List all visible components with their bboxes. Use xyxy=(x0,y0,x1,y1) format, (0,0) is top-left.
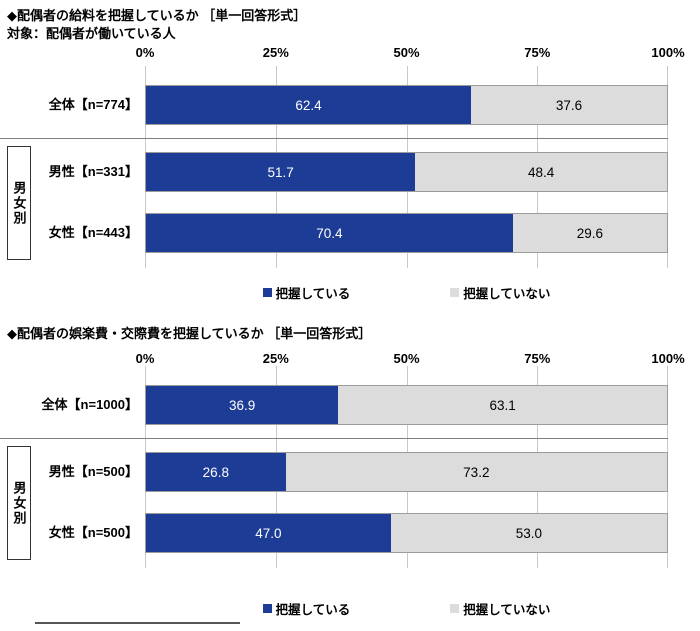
bar-value-no: 63.1 xyxy=(489,397,516,413)
legend: 把握している 把握していない xyxy=(145,283,668,302)
gender-group-box: 男女別 xyxy=(7,446,31,560)
legend-swatch-no xyxy=(450,604,460,613)
bar-value-yes: 36.9 xyxy=(228,397,256,413)
bar-row-female: 70.4 29.6 xyxy=(145,213,668,253)
legend-item-no: 把握していない xyxy=(450,599,550,618)
row-label-male: 男性【n=500】 xyxy=(48,464,138,479)
x-tick-75: 75% xyxy=(524,351,551,366)
bar-value-no: 29.6 xyxy=(576,225,604,241)
x-tick-50: 50% xyxy=(393,45,420,60)
row-label-female: 女性【n=500】 xyxy=(48,525,138,540)
bar-segment-no: 29.6 xyxy=(512,214,667,252)
bar-row-total: 36.9 63.1 xyxy=(145,385,668,425)
bar-segment-yes: 70.4 xyxy=(146,214,513,252)
legend-swatch-yes xyxy=(262,604,272,613)
bar-segment-yes: 47.0 xyxy=(146,514,391,552)
legend: 把握している 把握していない xyxy=(145,599,668,618)
legend-swatch-yes xyxy=(262,288,272,297)
bar-value-yes: 26.8 xyxy=(202,464,229,480)
legend-label-no: 把握していない xyxy=(463,603,551,617)
x-tick-25: 25% xyxy=(262,351,289,366)
total-breakdown-divider xyxy=(0,138,668,139)
bar-value-yes: 51.7 xyxy=(267,164,294,180)
bar-value-yes: 62.4 xyxy=(295,97,322,113)
legend-item-no: 把握していない xyxy=(450,283,550,302)
x-tick-0: 0% xyxy=(135,351,155,366)
row-label-female: 女性【n=443】 xyxy=(48,225,138,240)
bar-value-yes: 70.4 xyxy=(316,225,343,241)
gender-group-label: 男女別 xyxy=(11,180,27,226)
bar-value-no: 37.6 xyxy=(555,97,583,113)
total-breakdown-divider xyxy=(0,438,668,439)
row-label-total: 全体【n=1000】 xyxy=(41,397,138,412)
bar-row-male: 26.8 73.2 xyxy=(145,452,668,492)
legend-label-no: 把握していない xyxy=(463,287,551,301)
gender-group-box: 男女別 xyxy=(7,146,31,260)
chart-subtitle: 対象：配偶者が働いている人 xyxy=(7,26,176,41)
legend-label-yes: 把握している xyxy=(275,287,351,301)
legend-item-yes: 把握している xyxy=(262,283,351,302)
gender-group-label: 男女別 xyxy=(11,480,27,526)
x-axis: 0% 25% 50% 75% 100% xyxy=(136,45,685,61)
x-axis: 0% 25% 50% 75% 100% xyxy=(136,351,685,367)
legend-swatch-no xyxy=(450,288,460,297)
chart-title: ◆配偶者の給料を把握しているか ［単一回答形式］ xyxy=(7,8,307,23)
bar-segment-yes: 26.8 xyxy=(146,453,286,491)
bar-segment-no: 48.4 xyxy=(415,153,667,191)
bar-row-female: 47.0 53.0 xyxy=(145,513,668,553)
row-label-total: 全体【n=774】 xyxy=(48,97,138,112)
bar-row-male: 51.7 48.4 xyxy=(145,152,668,192)
x-tick-100: 100% xyxy=(651,45,685,60)
bar-segment-no: 53.0 xyxy=(390,514,667,552)
x-tick-25: 25% xyxy=(262,45,289,60)
legend-label-yes: 把握している xyxy=(275,603,351,617)
bar-value-no: 48.4 xyxy=(528,164,555,180)
chart-title: ◆配偶者の娯楽費・交際費を把握しているか ［単一回答形式］ xyxy=(7,326,372,341)
legend-item-yes: 把握している xyxy=(262,599,351,618)
bar-value-no: 53.0 xyxy=(515,525,543,541)
chart-salary-awareness: ◆配偶者の給料を把握しているか ［単一回答形式］ 対象：配偶者が働いている人 0… xyxy=(0,8,685,302)
bar-segment-yes: 62.4 xyxy=(146,86,472,124)
bar-segment-no: 73.2 xyxy=(285,453,667,491)
chart-entertainment-expense-awareness: ◆配偶者の娯楽費・交際費を把握しているか ［単一回答形式］ 0% 25% 50%… xyxy=(0,318,700,631)
bar-segment-no: 37.6 xyxy=(471,86,667,124)
x-tick-100: 100% xyxy=(651,351,685,366)
bar-segment-no: 63.1 xyxy=(338,386,667,424)
x-tick-0: 0% xyxy=(135,45,155,60)
row-label-male: 男性【n=331】 xyxy=(48,164,138,179)
bar-row-total: 62.4 37.6 xyxy=(145,85,668,125)
x-tick-75: 75% xyxy=(524,45,551,60)
bar-segment-yes: 36.9 xyxy=(146,386,339,424)
bar-value-no: 73.2 xyxy=(463,464,490,480)
x-tick-50: 50% xyxy=(393,351,420,366)
bar-segment-yes: 51.7 xyxy=(146,153,416,191)
bottom-border-fragment xyxy=(35,622,240,624)
bar-value-yes: 47.0 xyxy=(255,525,282,541)
